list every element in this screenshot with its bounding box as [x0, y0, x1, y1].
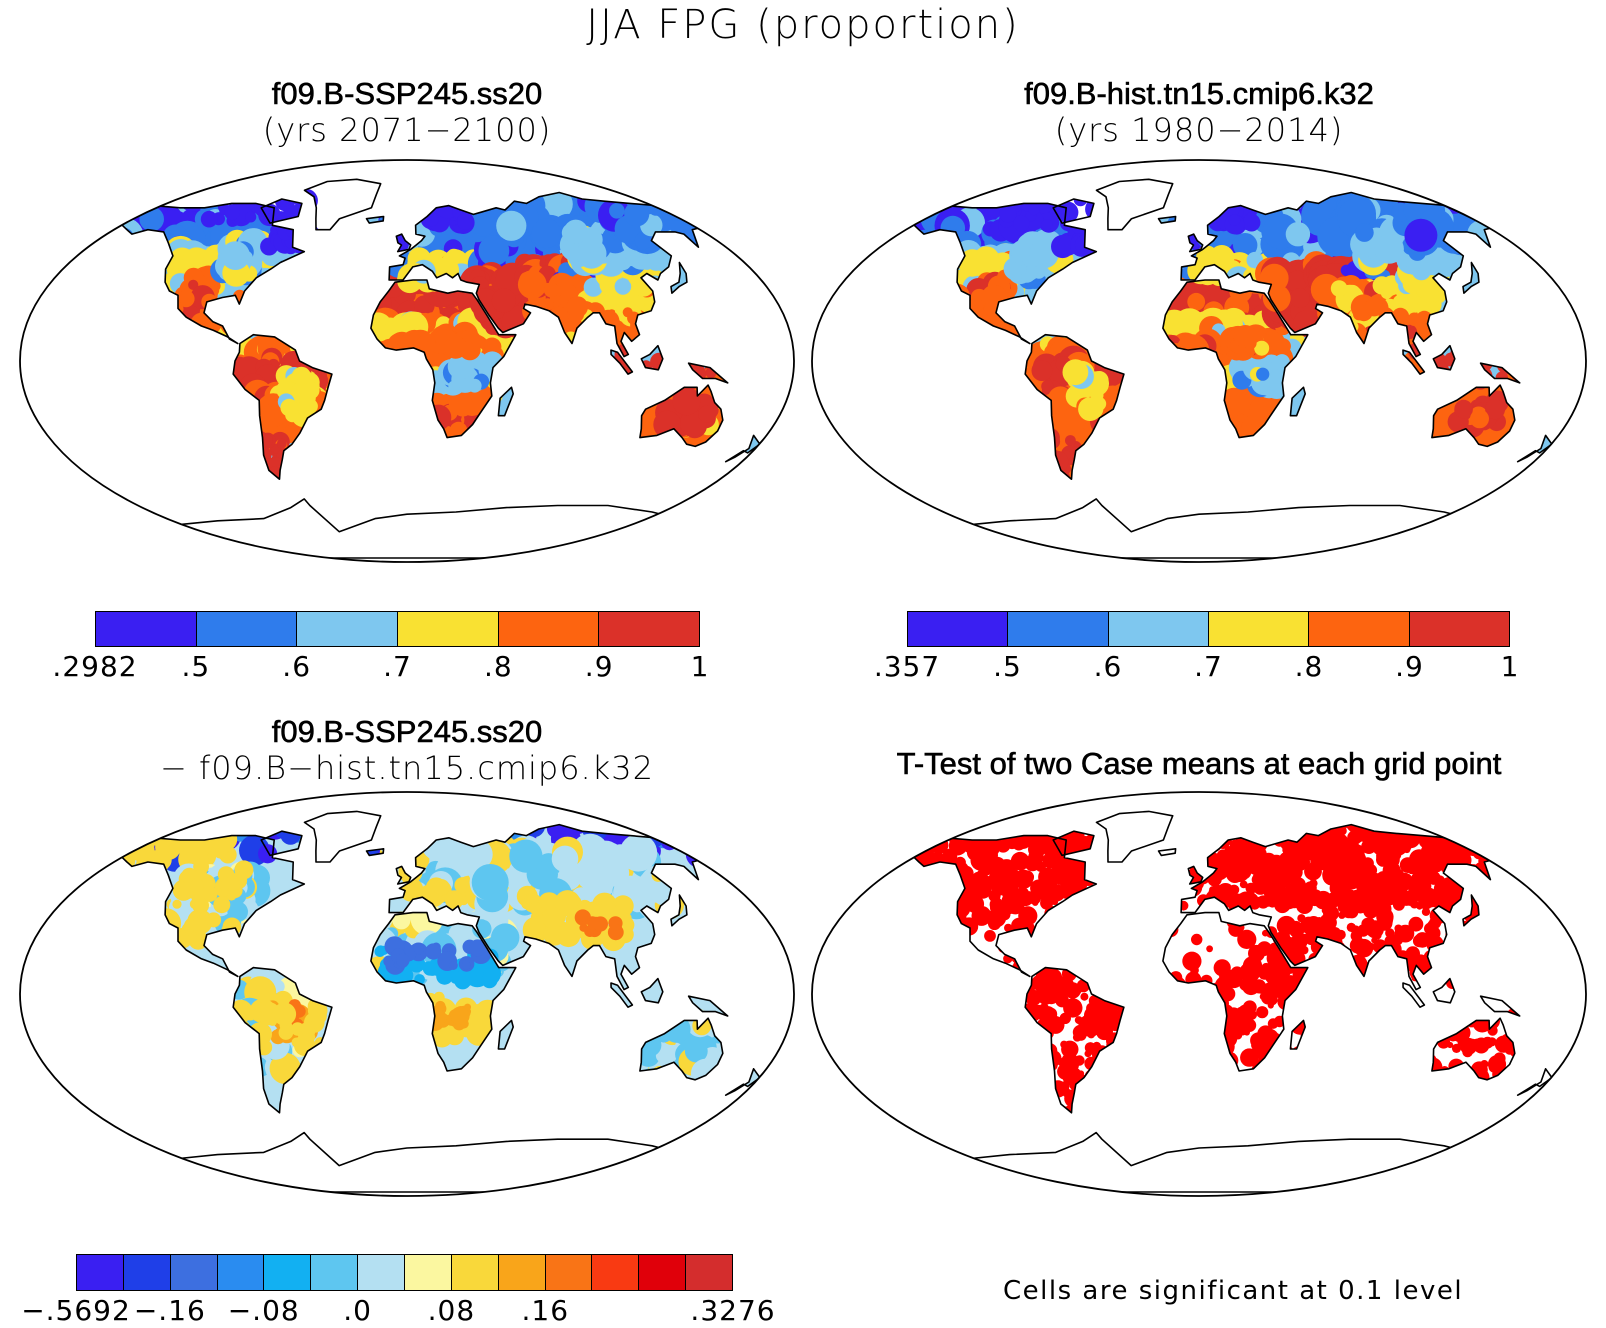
colorbar-difference-bin-2: [124, 1255, 171, 1290]
colorbar-ssp245-tick-label: 1: [691, 650, 710, 683]
colorbar-ssp245-bin-1: [96, 612, 197, 646]
colorbar-difference-bin-10: [499, 1255, 546, 1290]
colorbar-hist-tick-label: .8: [1295, 650, 1324, 683]
colorbar-hist-tick-label: 1: [1501, 650, 1520, 683]
colorbar-ssp245-tick-label: .9: [585, 650, 614, 683]
colorbar-hist-tick-label: .5: [993, 650, 1022, 683]
colorbar-hist-bin-5: [1309, 612, 1409, 646]
colorbar-difference-bin-4: [218, 1255, 265, 1290]
colorbar-difference-bin-7: [358, 1255, 405, 1290]
colorbar-difference-bin-5: [264, 1255, 311, 1290]
colorbar-difference-bin-3: [171, 1255, 218, 1290]
colorbar-difference-bin-13: [639, 1255, 686, 1290]
colorbar-ssp245: [95, 611, 700, 647]
colorbar-difference-tick-label: −.16: [134, 1294, 206, 1327]
colorbar-ssp245-tick-label: .2982: [52, 650, 137, 683]
colorbar-difference: [76, 1254, 733, 1291]
colorbar-difference-tick-label: .3276: [690, 1294, 775, 1327]
colorbar-ssp245-tick-label: .5: [181, 650, 210, 683]
colorbar-difference-tick-label: −.08: [228, 1294, 300, 1327]
colorbar-hist-tick-label: .6: [1094, 650, 1123, 683]
colorbar-difference-bin-1: [77, 1255, 124, 1290]
colorbar-ssp245-tick-label: .6: [282, 650, 311, 683]
colorbar-ssp245-bin-6: [599, 612, 699, 646]
colorbar-difference-tick-label: .16: [522, 1294, 570, 1327]
map-panel-ttest: [812, 792, 1586, 1196]
colorbar-ssp245-bin-3: [297, 612, 398, 646]
colorbar-ssp245-bin-2: [197, 612, 298, 646]
colorbar-hist-bin-1: [908, 612, 1008, 646]
colorbar-hist-bin-2: [1008, 612, 1108, 646]
colorbar-difference-bin-9: [452, 1255, 499, 1290]
colorbar-difference-bin-12: [592, 1255, 639, 1290]
significance-caption: Cells are significant at 0.1 level: [1003, 1276, 1463, 1306]
colorbar-hist-bin-4: [1209, 612, 1309, 646]
colorbar-difference-tick-label: −.5692: [21, 1294, 131, 1327]
colorbar-hist-tick-label: .357: [874, 650, 940, 683]
map-panel-ssp245: [20, 160, 794, 562]
colorbar-difference-bin-8: [405, 1255, 452, 1290]
colorbar-ssp245-tick-label: .8: [484, 650, 513, 683]
colorbar-hist-tick-label: .7: [1194, 650, 1223, 683]
map-panel-hist: [812, 160, 1586, 562]
colorbar-difference-bin-11: [546, 1255, 593, 1290]
colorbar-ssp245-bin-5: [499, 612, 600, 646]
colorbar-hist-bin-6: [1410, 612, 1509, 646]
colorbar-hist: [907, 611, 1510, 647]
colorbar-difference-bin-14: [686, 1255, 732, 1290]
colorbar-ssp245-bin-4: [398, 612, 499, 646]
colorbar-hist-bin-3: [1109, 612, 1209, 646]
colorbar-ssp245-tick-label: .7: [383, 650, 412, 683]
colorbar-hist-tick-label: .9: [1395, 650, 1424, 683]
colorbar-difference-tick-label: .08: [428, 1294, 476, 1327]
colorbar-difference-tick-label: .0: [343, 1294, 372, 1327]
colorbar-difference-bin-6: [311, 1255, 358, 1290]
map-panel-diff: [20, 792, 794, 1196]
